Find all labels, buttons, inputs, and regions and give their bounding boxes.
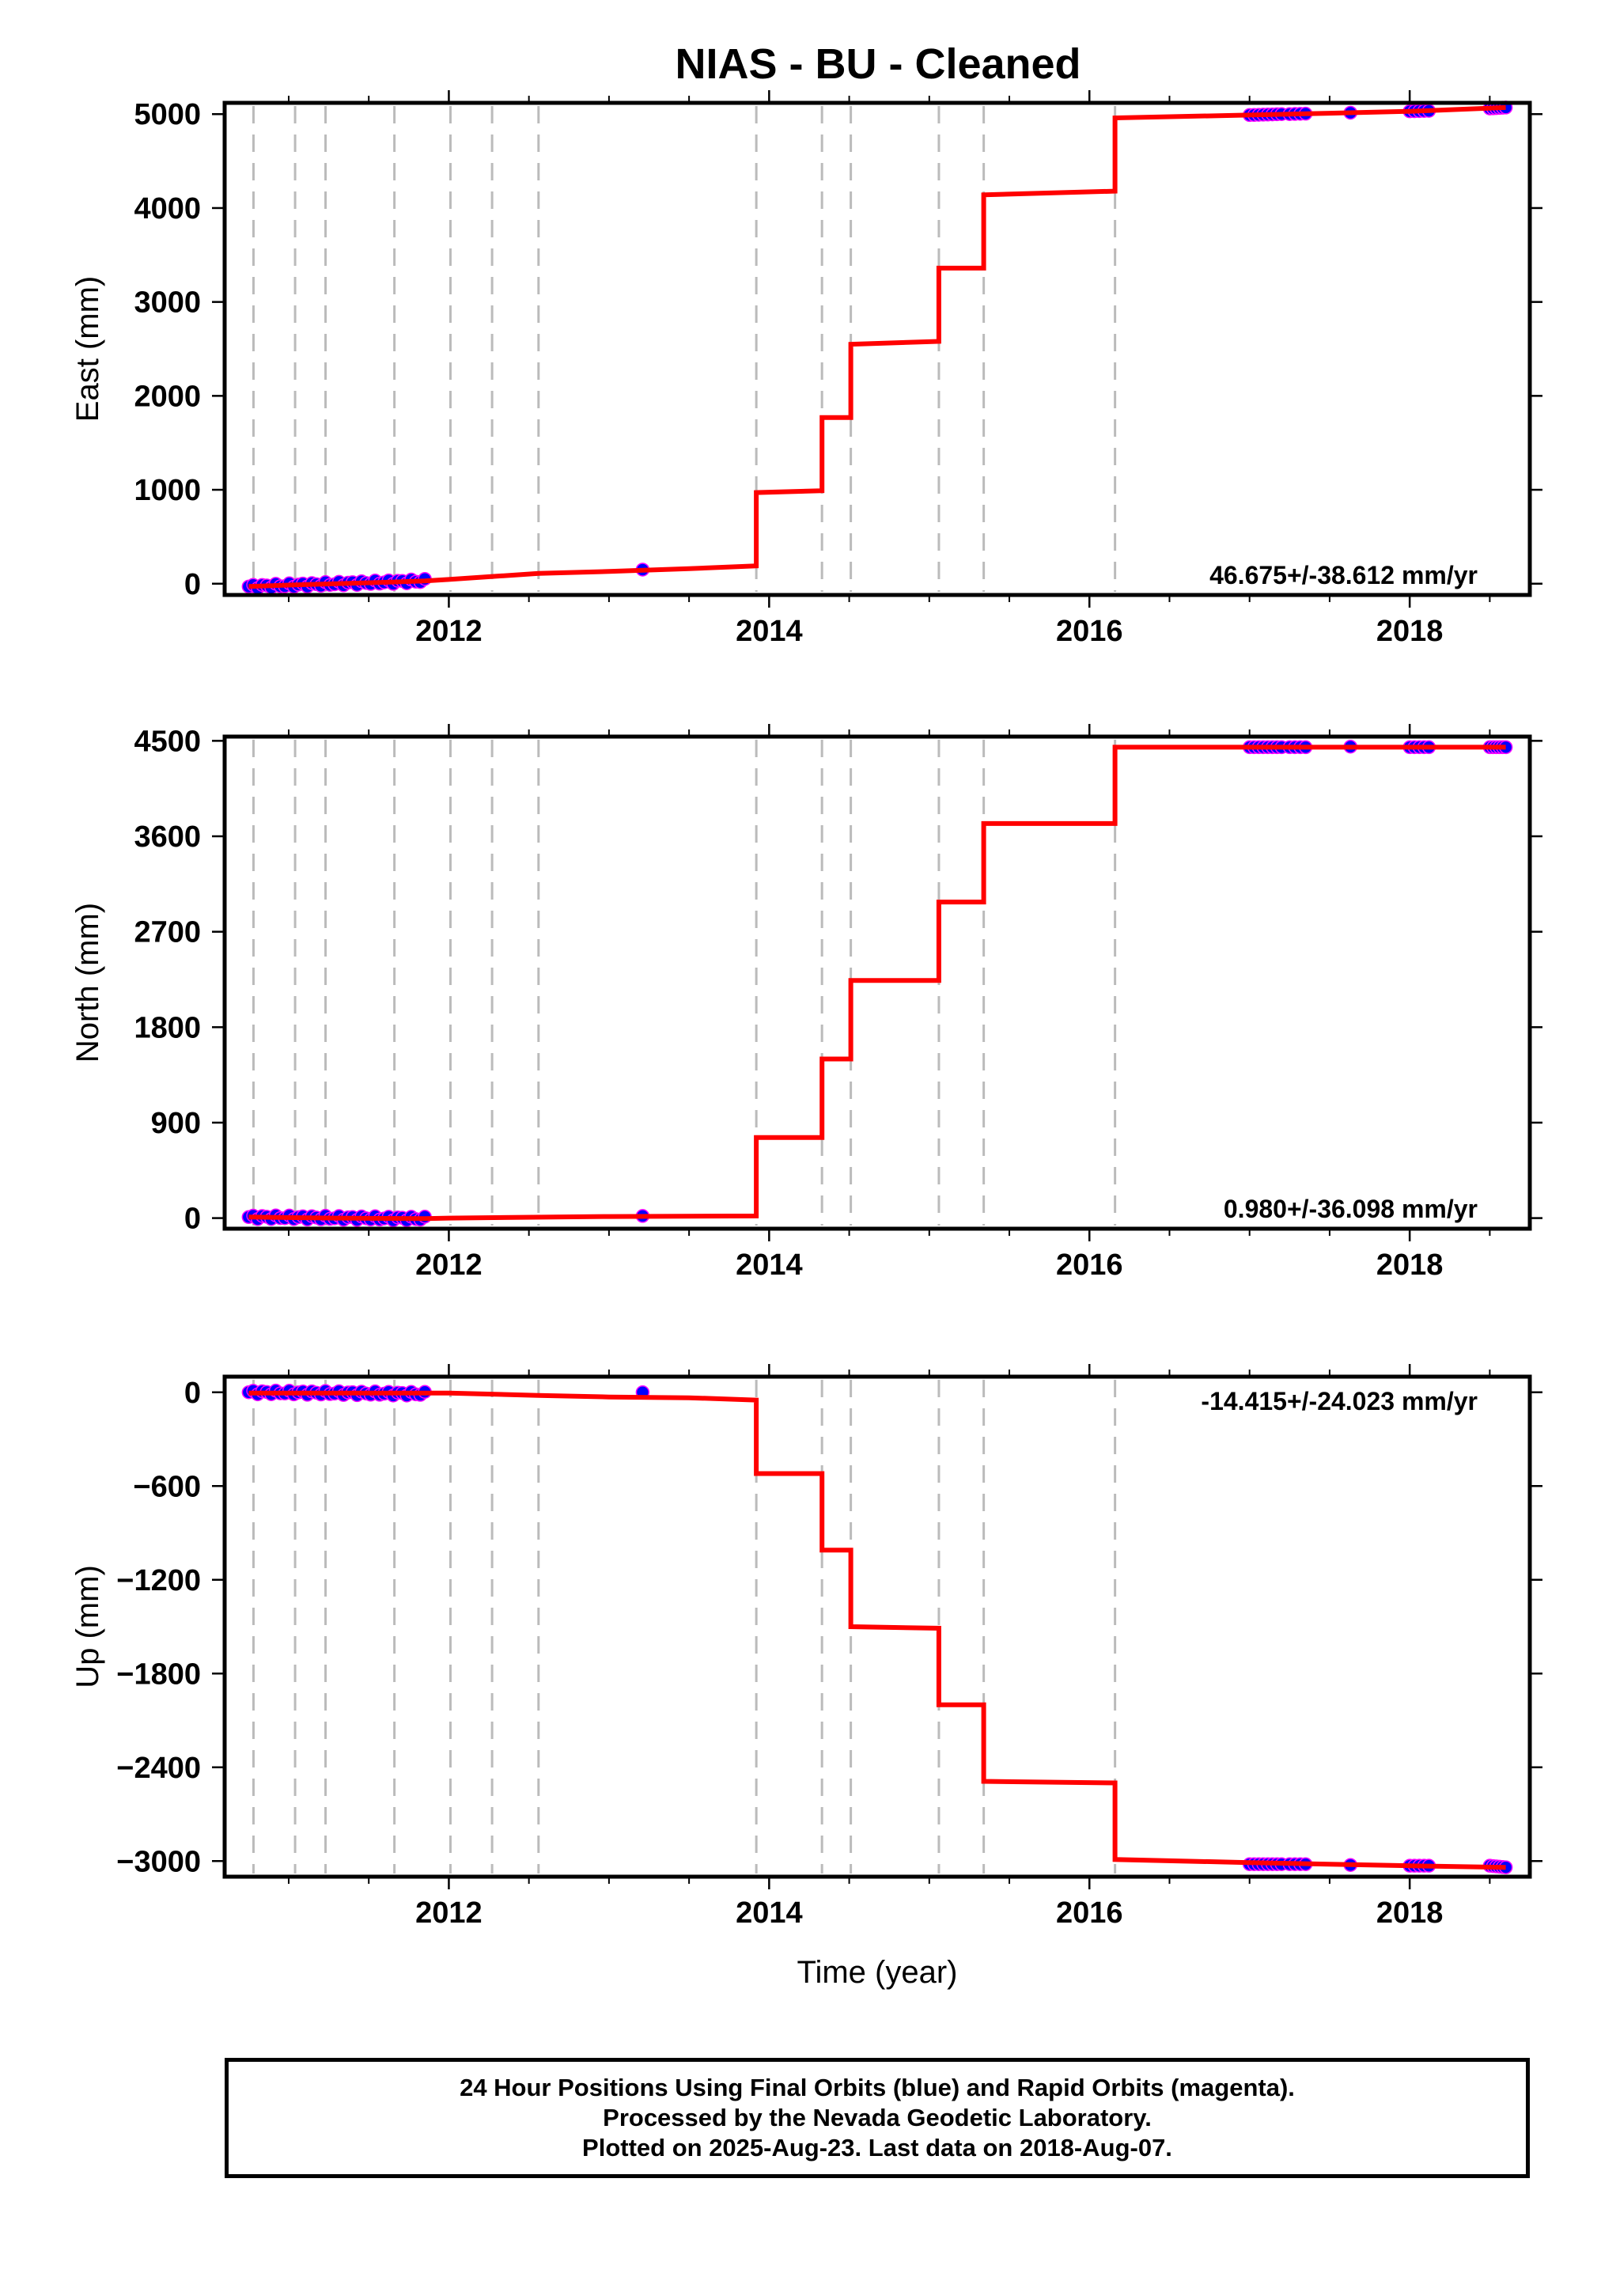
y-tick-label: −600 bbox=[133, 1470, 201, 1503]
footer-line-3: Plotted on 2025-Aug-23. Last data on 201… bbox=[582, 2134, 1172, 2161]
panel-3: 2012 2014 2016 2018 0 −600 −1200 −1800 −2400 −300… bbox=[70, 1364, 1542, 1990]
x-tick-label: 2018 bbox=[1376, 615, 1444, 648]
footer-line-1: 24 Hour Positions Using Final Orbits (bl… bbox=[460, 2074, 1295, 2101]
plot-frame bbox=[222, 100, 1532, 597]
footer-box: 24 Hour Positions Using Final Orbits (bl… bbox=[225, 2058, 1530, 2178]
y-axis-label: North (mm) bbox=[70, 903, 105, 1063]
y-tick-label: 5000 bbox=[134, 98, 201, 131]
x-tick-label: 2012 bbox=[415, 1896, 483, 1930]
x-tick-label: 2016 bbox=[1056, 615, 1123, 648]
x-tick-label: 2014 bbox=[736, 1896, 803, 1930]
y-tick-label: 4000 bbox=[134, 192, 201, 225]
x-tick-label: 2016 bbox=[1056, 1896, 1123, 1930]
x-tick-label: 2018 bbox=[1376, 1896, 1444, 1930]
y-tick-label: 3600 bbox=[134, 820, 201, 854]
y-tick-label: −1200 bbox=[116, 1564, 201, 1597]
model-line bbox=[248, 104, 1506, 589]
footer-line-2: Processed by the Nevada Geodetic Laborat… bbox=[603, 2104, 1152, 2131]
y-tick-label: 900 bbox=[151, 1107, 201, 1140]
rate-label: -14.415+/-24.023 mm/yr bbox=[1201, 1387, 1478, 1415]
y-tick-label: 3000 bbox=[134, 286, 201, 320]
y-tick-label: −3000 bbox=[116, 1845, 201, 1878]
y-tick-label: 1000 bbox=[134, 474, 201, 507]
y-axis-label: Up (mm) bbox=[70, 1565, 105, 1688]
y-tick-label: 0 bbox=[184, 1203, 201, 1236]
x-tick-label: 2018 bbox=[1376, 1248, 1444, 1282]
x-tick-label: 2012 bbox=[415, 1248, 483, 1282]
rate-label: 0.980+/-36.098 mm/yr bbox=[1224, 1195, 1478, 1223]
model-line bbox=[248, 744, 1506, 1222]
y-axis-label: East (mm) bbox=[70, 276, 105, 422]
panel-1: 2012 2014 2016 2018 0 1000 2000 3000 4000 5000 Eas… bbox=[70, 90, 1542, 648]
y-tick-label: −1800 bbox=[116, 1658, 201, 1691]
y-tick-label: 0 bbox=[184, 568, 201, 601]
x-tick-label: 2016 bbox=[1056, 1248, 1123, 1282]
y-tick-label: 2000 bbox=[134, 380, 201, 413]
y-tick-label: 2700 bbox=[134, 916, 201, 949]
y-tick-label: −2400 bbox=[116, 1752, 201, 1785]
plot-frame bbox=[222, 734, 1532, 1231]
y-tick-label: 4500 bbox=[134, 725, 201, 758]
x-tick-label: 2014 bbox=[736, 615, 803, 648]
plot-frame bbox=[222, 1374, 1532, 1879]
y-tick-label: 0 bbox=[184, 1377, 201, 1410]
model-line bbox=[248, 1390, 1506, 1870]
x-tick-label: 2012 bbox=[415, 615, 483, 648]
y-tick-label: 1800 bbox=[134, 1011, 201, 1044]
chart-title: NIAS - BU - Cleaned bbox=[675, 40, 1081, 88]
x-tick-label: 2014 bbox=[736, 1248, 803, 1282]
panel-2: 2012 2014 2016 2018 0 900 1800 2700 3600 4500 Nort… bbox=[70, 724, 1542, 1282]
x-axis-label: Time (year) bbox=[797, 1955, 958, 1990]
rate-label: 46.675+/-38.612 mm/yr bbox=[1209, 561, 1478, 589]
